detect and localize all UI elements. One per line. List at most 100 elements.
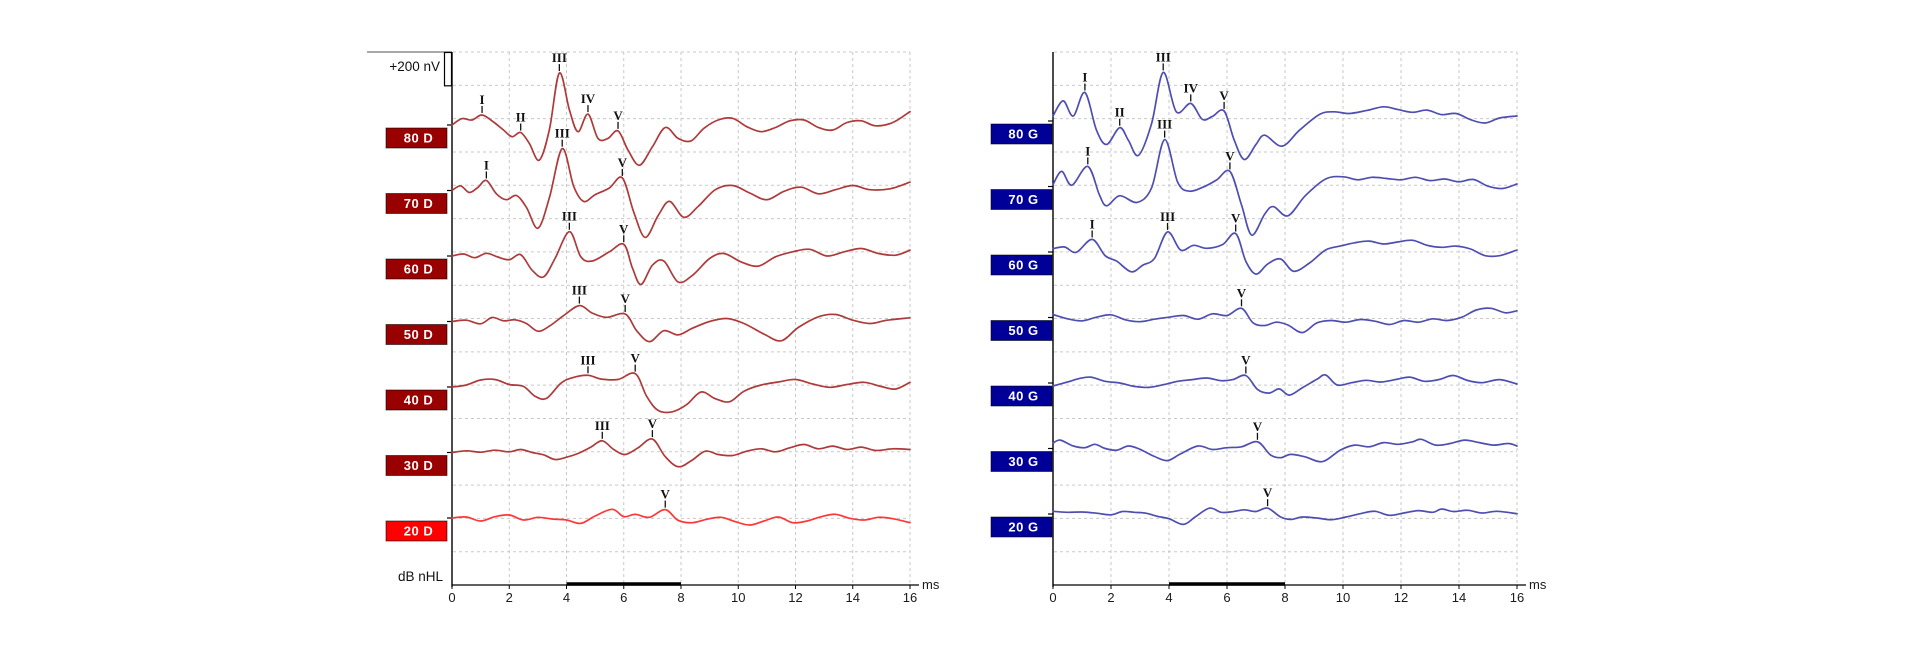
intensity-label-30D[interactable]: 30 D xyxy=(385,455,448,476)
peak-marker-label[interactable]: V xyxy=(661,487,671,502)
peak-marker-IV-80G[interactable]: IV xyxy=(1184,80,1199,102)
peak-marker-label[interactable]: III xyxy=(1160,209,1175,224)
peak-marker-label[interactable]: IV xyxy=(1184,80,1199,95)
peak-marker-label[interactable]: I xyxy=(1082,70,1087,85)
waveform-70-G[interactable] xyxy=(1052,138,1518,236)
waveform-70-D[interactable] xyxy=(451,147,911,239)
peak-marker-label[interactable]: II xyxy=(1115,105,1125,120)
waveform-60-G[interactable] xyxy=(1052,231,1518,275)
intensity-label-box[interactable] xyxy=(990,451,1053,472)
peak-marker-label[interactable]: I xyxy=(1090,216,1095,231)
peak-marker-label[interactable]: V xyxy=(1263,485,1273,500)
peak-marker-label[interactable]: V xyxy=(1241,352,1251,367)
intensity-label-40D[interactable]: 40 D xyxy=(385,389,448,411)
intensity-label-50G[interactable]: 50 G xyxy=(990,320,1053,341)
intensity-label-box[interactable] xyxy=(990,516,1053,538)
waveform-20-D[interactable] xyxy=(451,508,911,526)
peak-marker-label[interactable]: III xyxy=(1156,49,1171,64)
peak-marker-label[interactable]: III xyxy=(562,209,577,224)
intensity-label-40G[interactable]: 40 G xyxy=(990,385,1053,407)
peak-marker-V-50D[interactable]: V xyxy=(620,291,630,312)
peak-marker-III-70G[interactable]: III xyxy=(1157,117,1172,138)
peak-marker-V-70D[interactable]: V xyxy=(618,155,628,176)
intensity-label-box[interactable] xyxy=(990,385,1053,407)
peak-marker-label[interactable]: V xyxy=(1231,211,1241,226)
peak-marker-V-80G[interactable]: V xyxy=(1219,88,1229,109)
peak-marker-III-60G[interactable]: III xyxy=(1160,209,1175,230)
peak-marker-label[interactable]: III xyxy=(595,418,610,433)
intensity-label-20D[interactable]: 20 D xyxy=(385,520,448,542)
intensity-label-80G[interactable]: 80 G xyxy=(990,123,1053,145)
intensity-label-box[interactable] xyxy=(990,254,1053,276)
intensity-label-70D[interactable]: 70 D xyxy=(385,193,448,214)
peak-marker-label[interactable]: IV xyxy=(581,91,596,106)
peak-marker-V-60D[interactable]: V xyxy=(619,221,629,243)
intensity-label-60G[interactable]: 60 G xyxy=(990,254,1053,276)
peak-marker-label[interactable]: V xyxy=(618,155,628,170)
intensity-label-box[interactable] xyxy=(385,193,448,214)
waveform-50-D[interactable] xyxy=(451,304,911,343)
peak-marker-label[interactable]: III xyxy=(572,283,587,298)
waveform-30-G[interactable] xyxy=(1052,438,1518,463)
peak-marker-V-50G[interactable]: V xyxy=(1237,285,1247,307)
peak-marker-III-60D[interactable]: III xyxy=(562,209,577,230)
peak-marker-label[interactable]: I xyxy=(480,92,485,107)
intensity-label-box[interactable] xyxy=(385,520,448,542)
intensity-label-60D[interactable]: 60 D xyxy=(385,258,448,280)
peak-marker-II-80G[interactable]: II xyxy=(1115,105,1125,126)
peak-marker-label[interactable]: I xyxy=(484,157,489,172)
peak-marker-V-20G[interactable]: V xyxy=(1263,485,1273,507)
waveform-50-G[interactable] xyxy=(1052,307,1518,334)
peak-marker-V-20D[interactable]: V xyxy=(661,487,671,508)
intensity-label-70G[interactable]: 70 G xyxy=(990,189,1053,210)
waveform-60-D[interactable] xyxy=(451,230,911,286)
peak-marker-label[interactable]: V xyxy=(619,221,629,236)
peak-marker-IV-80D[interactable]: IV xyxy=(581,91,596,113)
waveform-40-G[interactable] xyxy=(1052,373,1518,396)
peak-marker-label[interactable]: V xyxy=(631,351,641,366)
peak-marker-III-70D[interactable]: III xyxy=(555,126,570,147)
peak-marker-III-50D[interactable]: III xyxy=(572,283,587,304)
peak-marker-V-40G[interactable]: V xyxy=(1241,352,1251,374)
peak-marker-III-80D[interactable]: III xyxy=(552,50,567,72)
peak-marker-label[interactable]: V xyxy=(648,416,658,431)
peak-marker-label[interactable]: III xyxy=(580,352,595,367)
peak-marker-III-80G[interactable]: III xyxy=(1156,49,1171,71)
intensity-label-box[interactable] xyxy=(990,320,1053,341)
peak-marker-label[interactable]: III xyxy=(552,50,567,65)
intensity-label-box[interactable] xyxy=(385,258,448,280)
peak-marker-label[interactable]: I xyxy=(1085,143,1090,158)
peak-marker-III-40D[interactable]: III xyxy=(580,352,596,374)
peak-marker-I-80G[interactable]: I xyxy=(1082,70,1087,91)
peak-marker-I-80D[interactable]: I xyxy=(480,92,485,113)
waveform-40-D[interactable] xyxy=(451,372,911,414)
peak-marker-label[interactable]: V xyxy=(1219,88,1229,103)
intensity-label-80D[interactable]: 80 D xyxy=(385,127,448,149)
peak-marker-V-60G[interactable]: V xyxy=(1231,211,1241,232)
intensity-label-box[interactable] xyxy=(385,127,448,149)
peak-marker-I-70G[interactable]: I xyxy=(1085,143,1090,165)
peak-marker-label[interactable]: V xyxy=(613,108,623,123)
peak-marker-III-30D[interactable]: III xyxy=(595,418,610,439)
waveform-30-D[interactable] xyxy=(451,438,911,468)
peak-marker-I-60G[interactable]: I xyxy=(1090,216,1095,238)
peak-marker-label[interactable]: V xyxy=(1225,148,1235,163)
peak-marker-V-70G[interactable]: V xyxy=(1225,148,1235,170)
intensity-label-20G[interactable]: 20 G xyxy=(990,516,1053,538)
peak-marker-V-30G[interactable]: V xyxy=(1253,419,1263,440)
peak-marker-label[interactable]: III xyxy=(555,126,570,141)
waveform-20-G[interactable] xyxy=(1052,507,1518,526)
intensity-label-box[interactable] xyxy=(385,455,448,476)
intensity-label-50D[interactable]: 50 D xyxy=(385,324,448,345)
peak-marker-label[interactable]: III xyxy=(1157,117,1172,132)
peak-marker-label[interactable]: V xyxy=(1253,419,1263,434)
peak-marker-label[interactable]: V xyxy=(620,291,630,306)
intensity-label-box[interactable] xyxy=(990,123,1053,145)
peak-marker-V-40D[interactable]: V xyxy=(631,351,641,372)
peak-marker-label[interactable]: V xyxy=(1237,285,1247,300)
intensity-label-box[interactable] xyxy=(385,324,448,345)
waveform-80-G[interactable] xyxy=(1052,71,1518,161)
peak-marker-II-80D[interactable]: II xyxy=(516,110,526,131)
intensity-label-box[interactable] xyxy=(385,389,448,411)
peak-marker-V-30D[interactable]: V xyxy=(648,416,658,438)
